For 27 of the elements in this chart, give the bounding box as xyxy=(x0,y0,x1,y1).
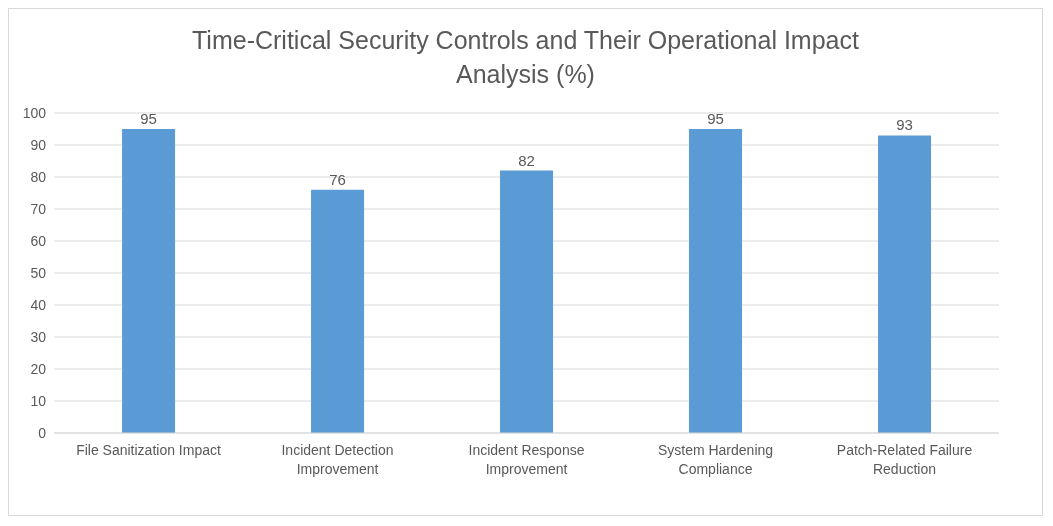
y-tick-label: 10 xyxy=(30,392,47,409)
y-tick-label: 90 xyxy=(30,136,47,153)
y-tick-label: 40 xyxy=(30,296,47,313)
y-tick-label: 30 xyxy=(30,328,47,345)
data-label: 95 xyxy=(140,110,157,127)
y-tick-label: 60 xyxy=(30,232,47,249)
bar xyxy=(122,129,176,433)
x-tick-label: System Hardening Compliance xyxy=(657,442,774,477)
y-tick-label: 0 xyxy=(38,424,47,441)
bar xyxy=(311,189,365,433)
bar xyxy=(500,170,554,433)
x-tick-label: File Sanitization Impact xyxy=(76,442,221,458)
data-label: 76 xyxy=(329,170,346,188)
chart-title: Time-Critical Security Controls and Their Operational Impact Analysis (%) xyxy=(191,25,860,90)
y-tick-label: 80 xyxy=(30,168,47,185)
y-tick-label: 50 xyxy=(30,264,47,281)
bar xyxy=(689,129,743,433)
x-tick-label: Patch-Related Failure Reduction xyxy=(836,442,973,477)
y-tick-label: 100 xyxy=(22,104,47,121)
data-label: 95 xyxy=(707,110,724,127)
y-tick-label: 70 xyxy=(30,200,47,217)
data-label: 82 xyxy=(518,151,535,169)
data-label: 93 xyxy=(896,116,913,134)
bar xyxy=(878,135,932,433)
x-tick-label: Incident Response Improvement xyxy=(468,442,585,477)
y-tick-label: 20 xyxy=(30,360,47,377)
x-tick-label: Incident Detection Improvement xyxy=(281,442,394,477)
